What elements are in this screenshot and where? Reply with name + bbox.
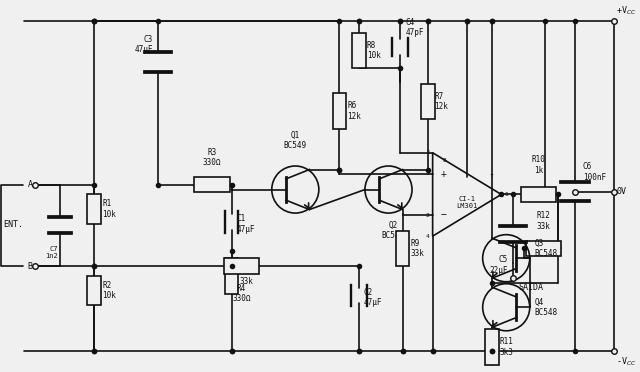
Text: R6
12k: R6 12k — [348, 101, 361, 121]
Bar — [526, 241, 561, 256]
Text: +: + — [440, 169, 446, 179]
Text: ENT.: ENT. — [4, 220, 24, 230]
Text: R3
330Ω: R3 330Ω — [203, 148, 221, 167]
Bar — [352, 33, 366, 68]
Text: +V$_{CC}$: +V$_{CC}$ — [616, 4, 636, 17]
Text: A: A — [28, 180, 33, 189]
Text: Q4
BC548: Q4 BC548 — [534, 298, 558, 317]
Text: 1: 1 — [426, 150, 429, 155]
Text: 2: 2 — [426, 213, 429, 218]
Text: 4: 4 — [426, 234, 429, 238]
Text: R2
10k: R2 10k — [102, 281, 116, 300]
Text: 7: 7 — [490, 174, 493, 179]
Text: C2
47μF: C2 47μF — [364, 288, 383, 307]
Bar — [224, 258, 259, 274]
Text: 0V: 0V — [616, 187, 626, 196]
Text: Q3
BC548: Q3 BC548 — [534, 239, 558, 258]
Bar — [225, 258, 239, 294]
Bar — [87, 195, 101, 224]
Text: C3
47μF: C3 47μF — [134, 35, 153, 54]
Bar — [485, 329, 499, 365]
Bar — [333, 93, 346, 129]
Text: R10
1k: R10 1k — [532, 155, 545, 175]
Text: -V$_{CC}$: -V$_{CC}$ — [616, 355, 636, 368]
Bar — [396, 231, 410, 266]
Text: −: − — [440, 210, 446, 220]
Text: SAÍDA: SAÍDA — [518, 283, 543, 292]
Text: C1
47μF: C1 47μF — [236, 214, 255, 234]
Text: R1
10k: R1 10k — [102, 199, 116, 219]
Bar — [195, 177, 230, 192]
Text: R5
33k: R5 33k — [239, 266, 253, 286]
Text: R11
3k3: R11 3k3 — [500, 337, 514, 357]
Bar — [87, 276, 101, 305]
Text: C5
22μF: C5 22μF — [490, 255, 508, 275]
Bar — [421, 84, 435, 119]
Text: 6: 6 — [504, 192, 508, 197]
Text: CI-1
LM301: CI-1 LM301 — [456, 196, 477, 209]
Text: C6
100nF: C6 100nF — [582, 162, 606, 182]
Text: 3: 3 — [426, 171, 429, 176]
Text: Q2
BC549: Q2 BC549 — [382, 221, 405, 240]
Text: R8
10k: R8 10k — [367, 41, 381, 60]
Text: R7
12k: R7 12k — [435, 92, 449, 111]
Text: R9
33k: R9 33k — [410, 239, 424, 259]
Text: C4
47pF: C4 47pF — [405, 18, 424, 37]
Text: Q1
BC549: Q1 BC549 — [284, 131, 307, 150]
Text: R12
33k: R12 33k — [536, 211, 550, 231]
Text: C7
1n2: C7 1n2 — [45, 246, 58, 259]
Text: 8: 8 — [442, 158, 446, 163]
Text: R4
330Ω: R4 330Ω — [232, 284, 251, 303]
Bar — [521, 187, 556, 202]
Text: B: B — [28, 262, 33, 270]
